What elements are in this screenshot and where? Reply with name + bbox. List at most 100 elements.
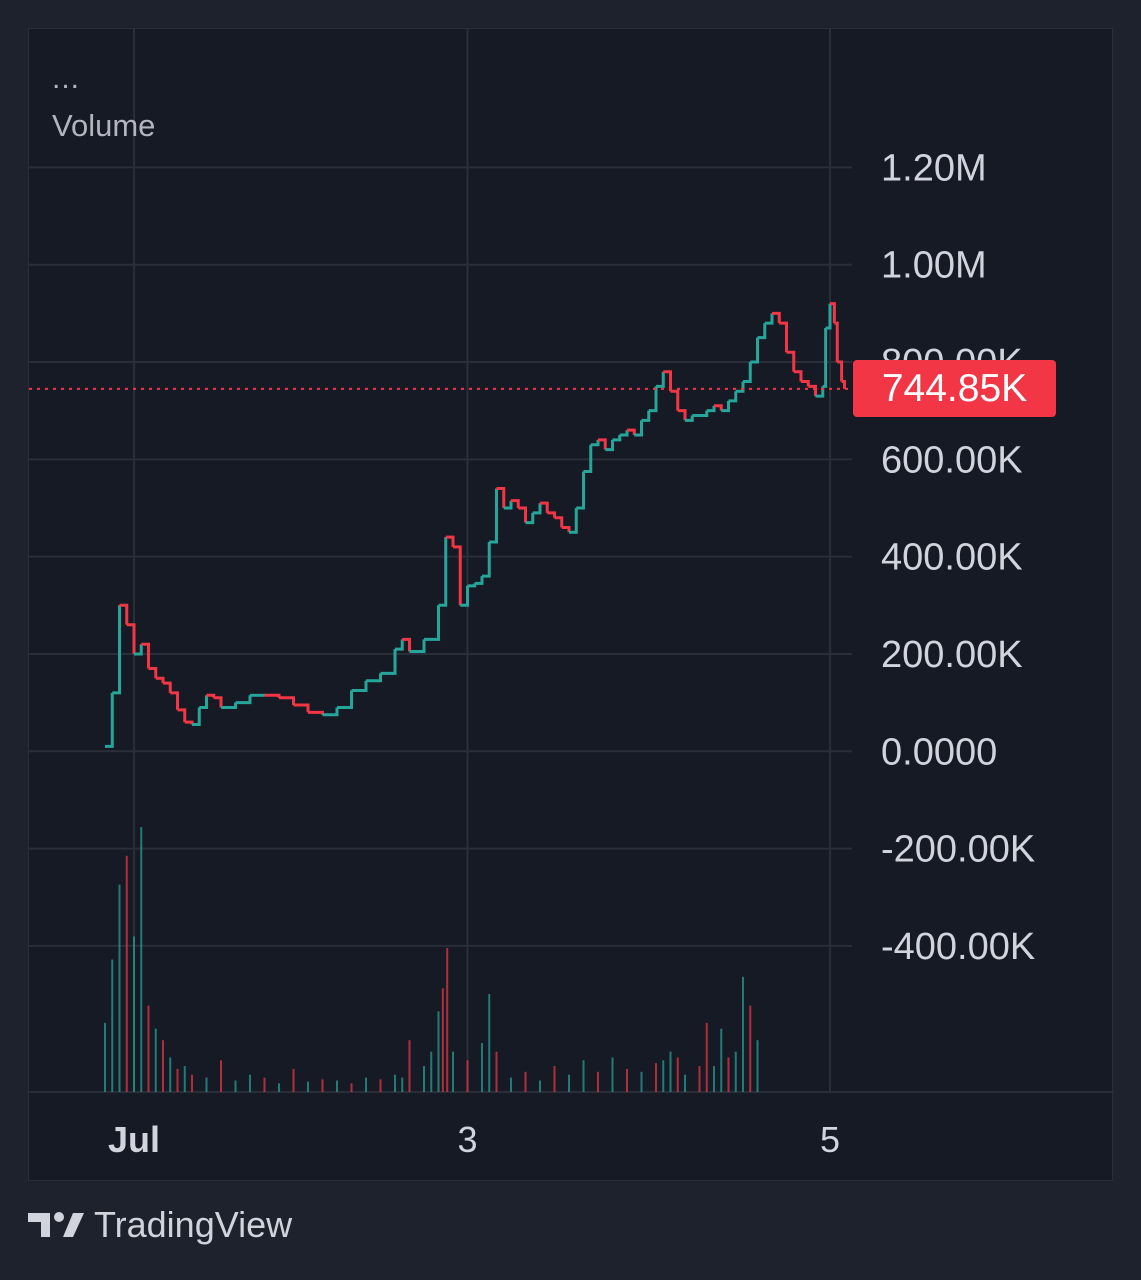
y-tick-label: 600.00K [881, 439, 1023, 481]
series-segment [453, 545, 462, 606]
volume-bar [249, 1074, 251, 1092]
series-segment [822, 327, 828, 388]
series-segment [467, 583, 477, 588]
volume-bar [553, 1066, 556, 1092]
volume-bar [234, 1080, 237, 1092]
series-segment [547, 511, 556, 518]
volume-bar [118, 884, 121, 1092]
volume-bar [430, 1051, 433, 1092]
series-segment [163, 681, 172, 693]
volume-bar [401, 1077, 404, 1092]
y-tick-label: 1.20M [881, 147, 987, 189]
series-segment [779, 321, 788, 353]
volume-bar [640, 1071, 643, 1092]
series-segment [337, 690, 353, 709]
series-segment [213, 696, 223, 708]
x-tick-label: 5 [820, 1119, 840, 1160]
series-segment [750, 337, 759, 364]
series-segment [641, 410, 651, 422]
volume-bar [481, 1043, 483, 1092]
volume-bar [220, 1060, 222, 1092]
series-segment [757, 323, 767, 340]
volume-bar [350, 1083, 353, 1092]
series-segment [518, 506, 527, 523]
x-tick-label: Jul [108, 1119, 160, 1160]
series-segment [743, 362, 752, 383]
volume-bar [162, 1040, 164, 1092]
volume-bar [441, 988, 444, 1092]
x-tick-label: 3 [457, 1119, 477, 1160]
series-segment [677, 409, 687, 421]
volume-bar [147, 1005, 150, 1092]
volume-bar [662, 1060, 665, 1092]
volume-bar [263, 1077, 266, 1092]
volume-bar [495, 1051, 498, 1092]
volume-bar [452, 1051, 454, 1092]
series-segment [772, 311, 781, 324]
legend-volume-label[interactable]: Volume [52, 108, 156, 143]
volume-bar [655, 1063, 657, 1092]
volume-bar [104, 1022, 106, 1092]
series-segment [576, 471, 585, 510]
volume-bar [510, 1077, 512, 1092]
volume-bar [133, 936, 135, 1092]
volume-bar [626, 1068, 628, 1092]
series-segment [532, 503, 542, 515]
series-segment [402, 637, 411, 652]
series-segment [627, 428, 636, 435]
series-segment [612, 434, 622, 442]
y-tick-label: 0.0000 [881, 731, 997, 773]
series-segment [424, 605, 440, 641]
volume-bar [749, 1005, 752, 1092]
series-segment [540, 501, 549, 513]
series-segment [554, 516, 564, 528]
series-segment [199, 695, 208, 709]
series-segment [496, 487, 506, 508]
series-segment [474, 576, 484, 585]
y-tick-label: 200.00K [881, 634, 1023, 676]
series-segment [177, 708, 187, 723]
y-tick-label: 1.00M [881, 245, 987, 287]
volume-bar [524, 1071, 527, 1092]
volume-bar [307, 1081, 309, 1092]
last-price-badge: 744.85K [853, 359, 1056, 417]
volume-bar [336, 1080, 338, 1092]
tradingview-brand[interactable]: TradingView [28, 1204, 292, 1246]
legend-menu-dots[interactable]: ... [52, 62, 81, 95]
series-segment [808, 384, 817, 397]
volume-bar [568, 1074, 570, 1092]
volume-bar [727, 1057, 730, 1092]
y-tick-label: 400.00K [881, 537, 1023, 579]
series-segment [793, 370, 803, 382]
volume-bar [205, 1077, 208, 1092]
series-segment [192, 707, 201, 726]
series-segment [663, 370, 672, 392]
series-segment [721, 400, 730, 413]
volume-bar [154, 1028, 157, 1092]
volume-bar [734, 1051, 737, 1092]
volume-bar [698, 1066, 701, 1092]
series-segment [786, 350, 796, 372]
series-segment [598, 438, 607, 450]
series-segment [155, 676, 165, 684]
series-segment [634, 420, 643, 437]
series-segment [590, 439, 600, 447]
series-segment [764, 313, 774, 325]
volume-bar [488, 994, 491, 1092]
series-segment [351, 680, 368, 692]
volume-bar [676, 1057, 679, 1092]
volume-bar [446, 947, 449, 1092]
series-segment [184, 720, 194, 725]
chart-canvas[interactable]: 1.20M1.00M800.00K600.00K400.00K200.00K0.… [29, 29, 1114, 1182]
volume-bar [321, 1079, 324, 1092]
volume-bar [191, 1074, 193, 1092]
series-segment [395, 639, 404, 651]
volume-bar [582, 1060, 585, 1092]
series-segment [409, 639, 426, 654]
series-segment [366, 673, 382, 683]
series-segment [141, 642, 150, 669]
volume-bar [684, 1074, 686, 1092]
series-segment [699, 410, 709, 418]
series-segment [221, 702, 237, 709]
volume-bar [183, 1066, 186, 1092]
